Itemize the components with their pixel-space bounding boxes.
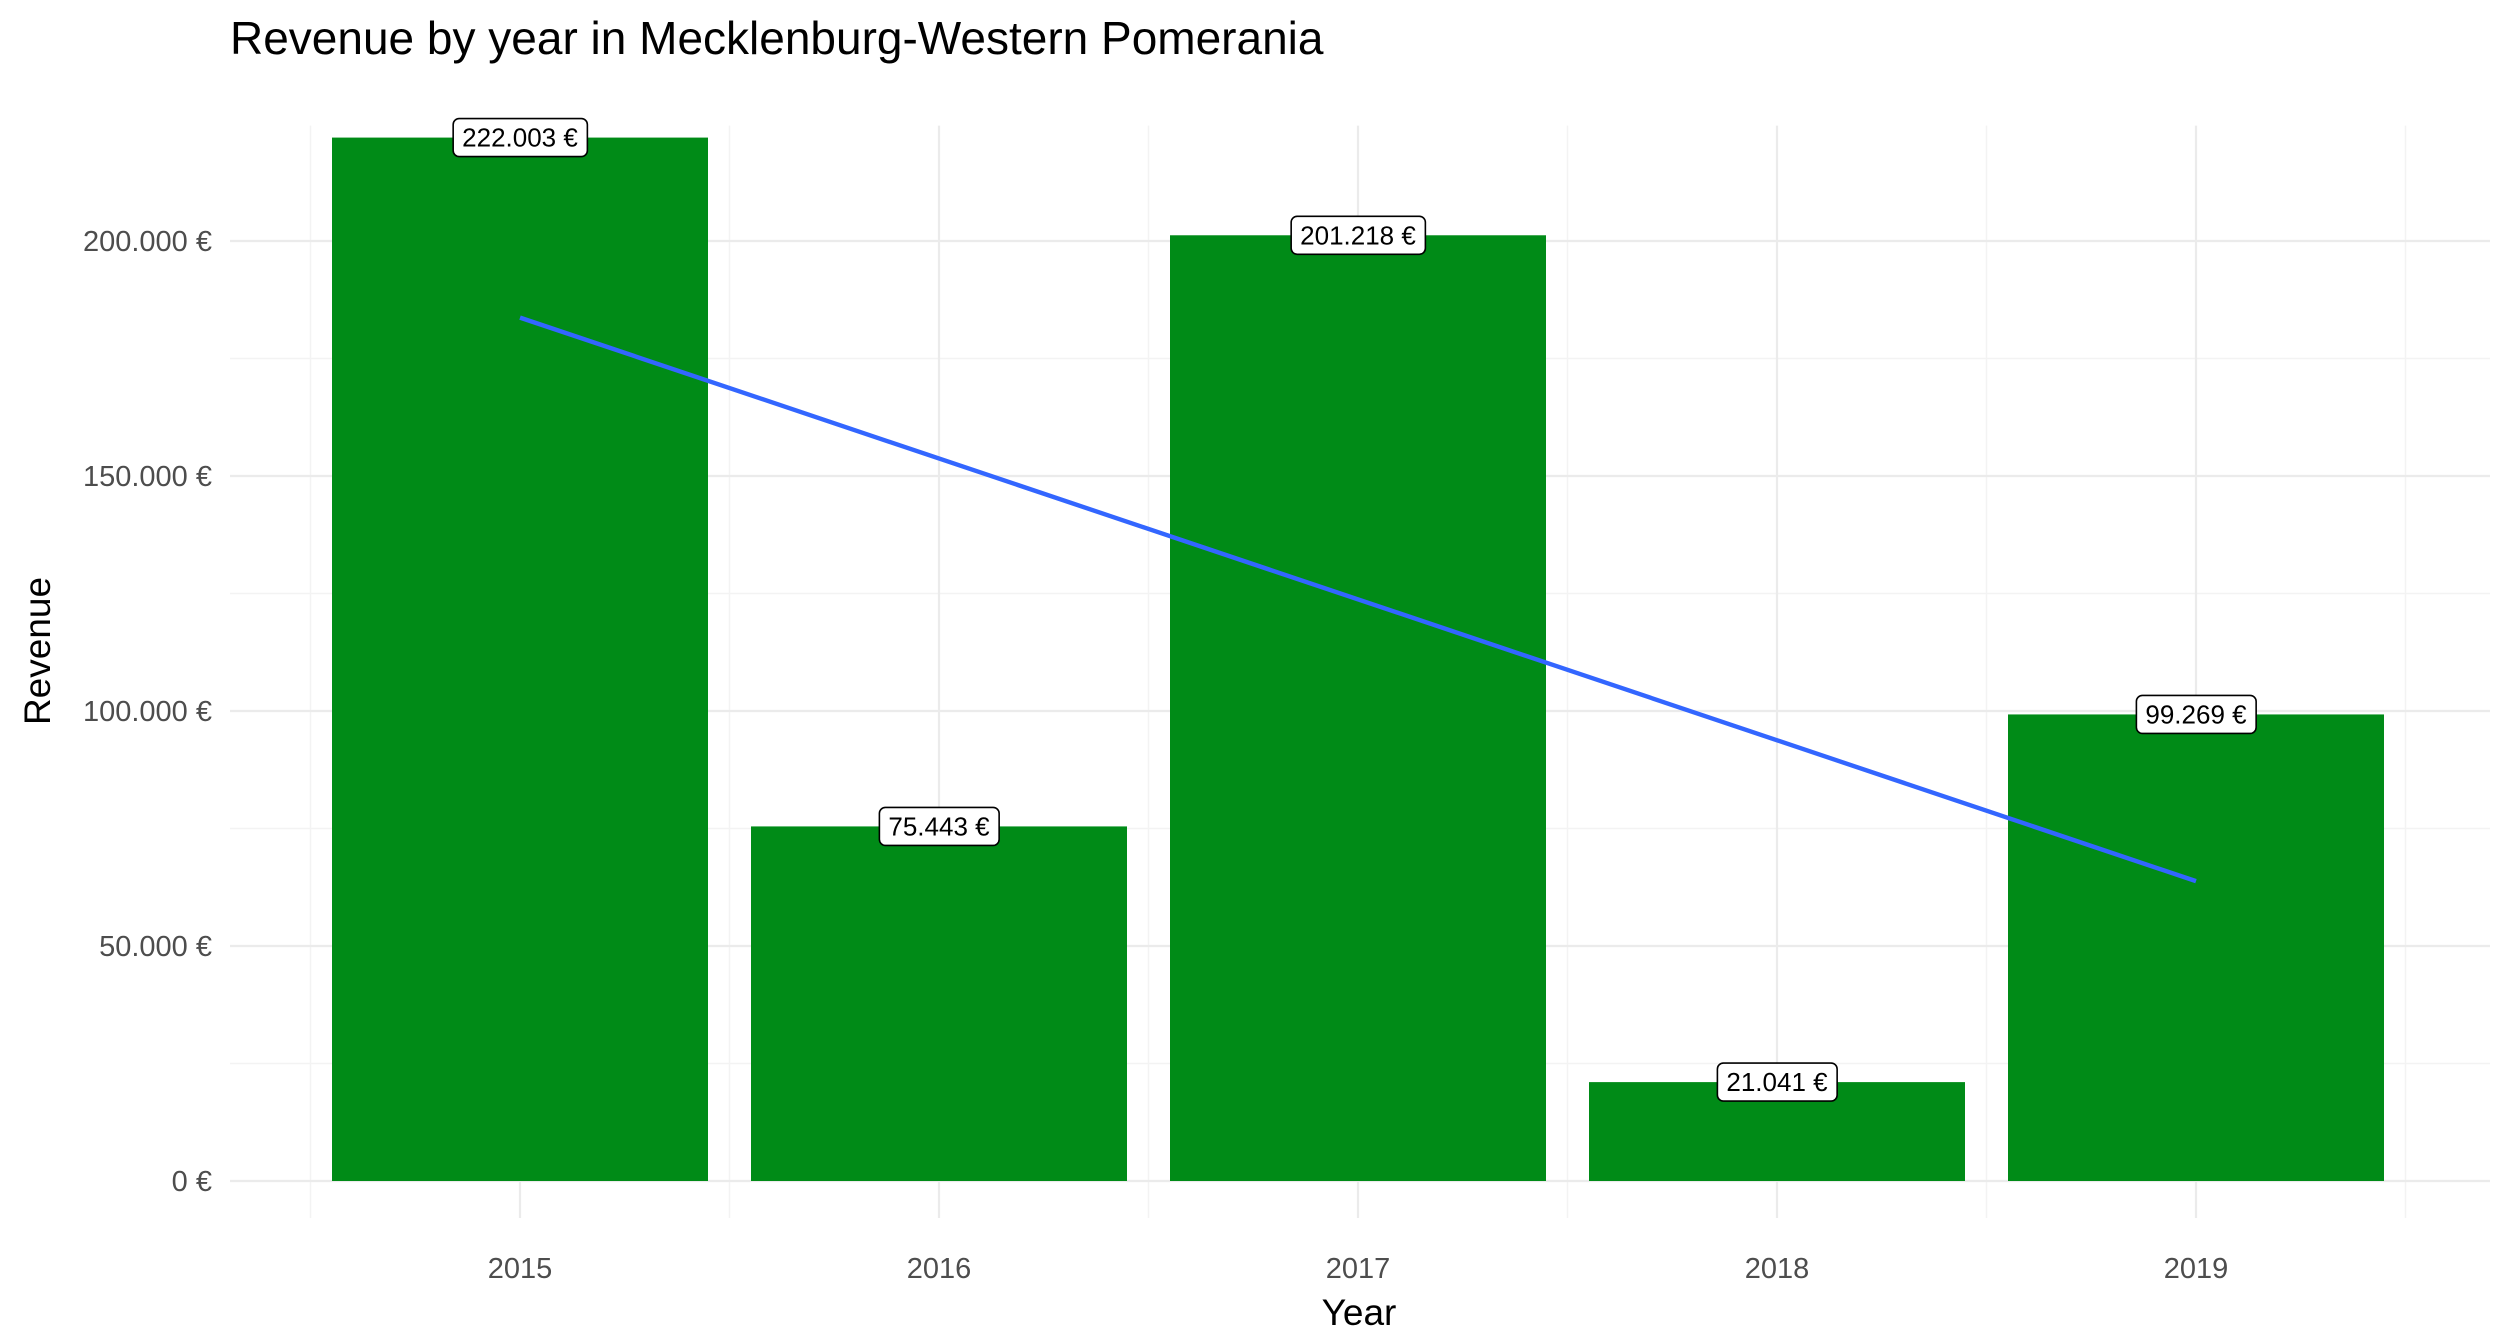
trend-line bbox=[519, 315, 2197, 884]
data-label-box bbox=[2135, 694, 2257, 735]
bar-2019 bbox=[2008, 714, 2384, 1181]
bars bbox=[332, 137, 2384, 1182]
data-label-box bbox=[878, 806, 1000, 847]
data-labels: 222.003 € 75.443 € 201.218 € 21.041 € 99.269… bbox=[452, 117, 2257, 1102]
data-label-text: 201.218 € bbox=[1300, 220, 1416, 250]
x-tick-label: 2019 bbox=[2164, 1253, 2229, 1285]
y-tick-label: 0 € bbox=[172, 1166, 212, 1198]
x-tick-label: 2016 bbox=[907, 1253, 972, 1285]
bar-2015 bbox=[332, 137, 708, 1181]
y-tick-label: 150.000 € bbox=[83, 461, 212, 493]
y-axis-ticks: 0 € 50.000 € 100.000 € 150.000 € 200.000 € bbox=[83, 226, 212, 1198]
data-label-2017: 201.218 € bbox=[1290, 215, 1427, 256]
x-tick-label: 2018 bbox=[1745, 1253, 1810, 1285]
data-label-text: 222.003 € bbox=[462, 123, 578, 153]
y-axis-title: Revenue bbox=[17, 577, 58, 725]
x-tick-label: 2017 bbox=[1326, 1253, 1391, 1285]
y-tick-label: 50.000 € bbox=[99, 931, 212, 963]
data-label-text: 75.443 € bbox=[888, 811, 990, 841]
data-label-box bbox=[1290, 215, 1427, 256]
y-tick-label: 200.000 € bbox=[83, 226, 212, 258]
bar-2017 bbox=[1170, 235, 1546, 1182]
data-label-box bbox=[1716, 1062, 1838, 1102]
trend-line-group bbox=[519, 315, 2197, 884]
data-label-2015: 222.003 € bbox=[452, 117, 589, 158]
data-label-2019: 99.269 € bbox=[2135, 694, 2257, 735]
data-label-text: 21.041 € bbox=[1726, 1067, 1828, 1097]
y-tick-label: 100.000 € bbox=[83, 696, 212, 728]
data-label-text: 99.269 € bbox=[2145, 699, 2247, 729]
data-label-2016: 75.443 € bbox=[878, 806, 1000, 847]
data-label-box bbox=[452, 117, 589, 158]
chart-title: Revenue by year in Mecklenburg-Western P… bbox=[230, 12, 1324, 64]
data-label-2018: 21.041 € bbox=[1716, 1062, 1838, 1102]
x-axis-title: Year bbox=[1322, 1292, 1397, 1333]
x-tick-label: 2015 bbox=[488, 1253, 553, 1285]
bar-2016 bbox=[751, 826, 1127, 1181]
x-axis-ticks: 2015 2016 2017 2018 2019 bbox=[488, 1253, 2229, 1285]
